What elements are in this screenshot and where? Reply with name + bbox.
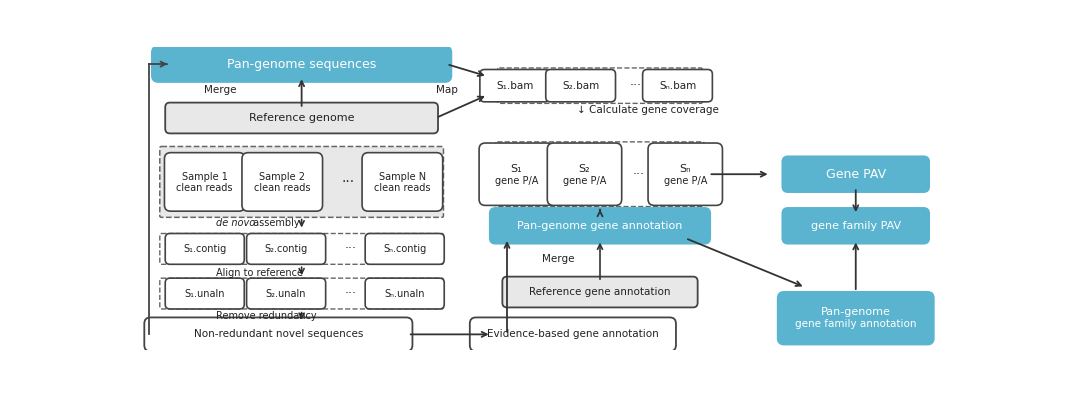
Text: S₂.bam: S₂.bam bbox=[562, 81, 599, 91]
FancyBboxPatch shape bbox=[545, 70, 616, 102]
Text: Align to reference: Align to reference bbox=[216, 268, 303, 278]
FancyBboxPatch shape bbox=[165, 278, 244, 309]
Text: S₂.contig: S₂.contig bbox=[265, 244, 308, 254]
Text: clean reads: clean reads bbox=[254, 183, 311, 193]
FancyBboxPatch shape bbox=[160, 147, 444, 217]
FancyBboxPatch shape bbox=[480, 143, 554, 206]
Text: Sample 2: Sample 2 bbox=[259, 172, 306, 182]
Text: gene P/A: gene P/A bbox=[663, 176, 707, 186]
FancyBboxPatch shape bbox=[365, 278, 444, 309]
FancyBboxPatch shape bbox=[778, 292, 933, 344]
Text: S₁.contig: S₁.contig bbox=[184, 244, 227, 254]
Text: Merge: Merge bbox=[542, 254, 575, 264]
Text: Sample N: Sample N bbox=[379, 172, 426, 182]
Text: Sₙ.contig: Sₙ.contig bbox=[383, 244, 427, 254]
Text: Remove redundancy: Remove redundancy bbox=[216, 311, 318, 321]
Text: gene P/A: gene P/A bbox=[495, 176, 538, 186]
Text: Sₙ.bam: Sₙ.bam bbox=[659, 81, 697, 91]
FancyBboxPatch shape bbox=[246, 278, 326, 309]
Text: clean reads: clean reads bbox=[374, 183, 431, 193]
FancyBboxPatch shape bbox=[548, 143, 622, 206]
Text: Sₙ: Sₙ bbox=[679, 164, 691, 174]
Text: ···: ··· bbox=[345, 242, 356, 255]
Text: Sₙ.unaln: Sₙ.unaln bbox=[384, 288, 424, 299]
FancyBboxPatch shape bbox=[498, 68, 702, 103]
Text: S₁: S₁ bbox=[511, 164, 522, 174]
Text: ···: ··· bbox=[630, 79, 642, 92]
FancyBboxPatch shape bbox=[470, 318, 676, 351]
FancyBboxPatch shape bbox=[643, 70, 713, 102]
FancyBboxPatch shape bbox=[502, 277, 698, 307]
FancyBboxPatch shape bbox=[480, 70, 550, 102]
Text: ···: ··· bbox=[345, 287, 356, 300]
Text: S₂: S₂ bbox=[579, 164, 591, 174]
FancyBboxPatch shape bbox=[783, 208, 929, 244]
FancyBboxPatch shape bbox=[165, 233, 244, 264]
Text: Merge: Merge bbox=[204, 84, 237, 94]
Text: gene family PAV: gene family PAV bbox=[811, 221, 901, 231]
Text: S₁.bam: S₁.bam bbox=[496, 81, 534, 91]
FancyBboxPatch shape bbox=[783, 156, 929, 192]
Text: Pan-genome sequences: Pan-genome sequences bbox=[227, 58, 376, 71]
FancyBboxPatch shape bbox=[160, 278, 444, 309]
Text: Pan-genome: Pan-genome bbox=[821, 307, 891, 317]
FancyBboxPatch shape bbox=[496, 142, 704, 207]
Text: clean reads: clean reads bbox=[176, 183, 233, 193]
FancyBboxPatch shape bbox=[362, 152, 443, 211]
Text: Pan-genome gene annotation: Pan-genome gene annotation bbox=[517, 221, 683, 231]
FancyBboxPatch shape bbox=[152, 46, 451, 82]
Text: ···: ··· bbox=[633, 168, 645, 181]
Text: gene P/A: gene P/A bbox=[563, 176, 606, 186]
Text: de novo: de novo bbox=[216, 218, 256, 228]
FancyBboxPatch shape bbox=[160, 233, 444, 264]
FancyBboxPatch shape bbox=[165, 103, 438, 133]
FancyBboxPatch shape bbox=[164, 152, 245, 211]
Text: Sample 1: Sample 1 bbox=[181, 172, 228, 182]
FancyBboxPatch shape bbox=[490, 208, 710, 244]
FancyBboxPatch shape bbox=[648, 143, 723, 206]
Text: Non-redundant novel sequences: Non-redundant novel sequences bbox=[193, 329, 363, 340]
Text: ↓ Calculate gene coverage: ↓ Calculate gene coverage bbox=[577, 105, 718, 115]
Text: ···: ··· bbox=[341, 175, 354, 189]
FancyBboxPatch shape bbox=[246, 233, 326, 264]
Text: Evidence-based gene annotation: Evidence-based gene annotation bbox=[487, 329, 659, 340]
Text: Map: Map bbox=[435, 84, 458, 94]
Text: Reference gene annotation: Reference gene annotation bbox=[529, 287, 671, 297]
Text: S₁.unaln: S₁.unaln bbox=[185, 288, 225, 299]
Text: assembly: assembly bbox=[249, 218, 299, 228]
FancyBboxPatch shape bbox=[145, 318, 413, 351]
FancyBboxPatch shape bbox=[365, 233, 444, 264]
Text: gene family annotation: gene family annotation bbox=[795, 320, 917, 329]
Text: Gene PAV: Gene PAV bbox=[826, 168, 886, 181]
Text: Reference genome: Reference genome bbox=[248, 113, 354, 123]
Text: S₂.unaln: S₂.unaln bbox=[266, 288, 307, 299]
FancyBboxPatch shape bbox=[242, 152, 323, 211]
